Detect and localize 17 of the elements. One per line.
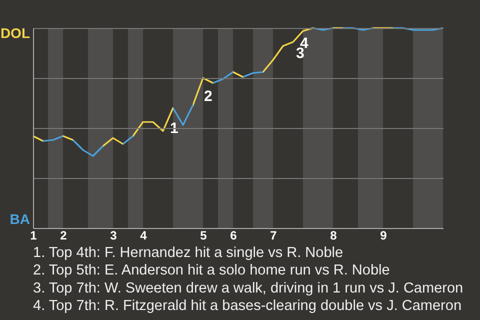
x-tick-label: 7 — [270, 228, 278, 242]
text: 4. Top 7th: R. Fitzgerald hit a bases-clearing double vs J. Cameron — [33, 298, 462, 314]
annotation: 2 — [204, 88, 212, 105]
x-tick-label: 9 — [380, 228, 388, 242]
text: DOL — [0, 25, 30, 41]
annotation: 3 — [296, 45, 304, 62]
x-tick-label: 3 — [110, 228, 118, 242]
x-tick-label: 5 — [200, 228, 208, 242]
x-tick-label: 6 — [230, 228, 238, 242]
text: BA — [10, 211, 30, 227]
text: 2. Top 5th: E. Anderson hit a solo home run vs R. Noble — [33, 262, 390, 279]
text: 1. Top 4th: F. Hernandez hit a single vs R. Noble — [33, 245, 344, 261]
x-tick-label: 4 — [140, 228, 148, 242]
x-tick-label: 1 — [30, 228, 38, 242]
x-tick-label: 8 — [330, 228, 338, 242]
text: 3. Top 7th: W. Sweeten drew a walk, driving in 1 run vs J. Cameron — [33, 280, 464, 296]
x-tick-label: 2 — [60, 228, 68, 242]
